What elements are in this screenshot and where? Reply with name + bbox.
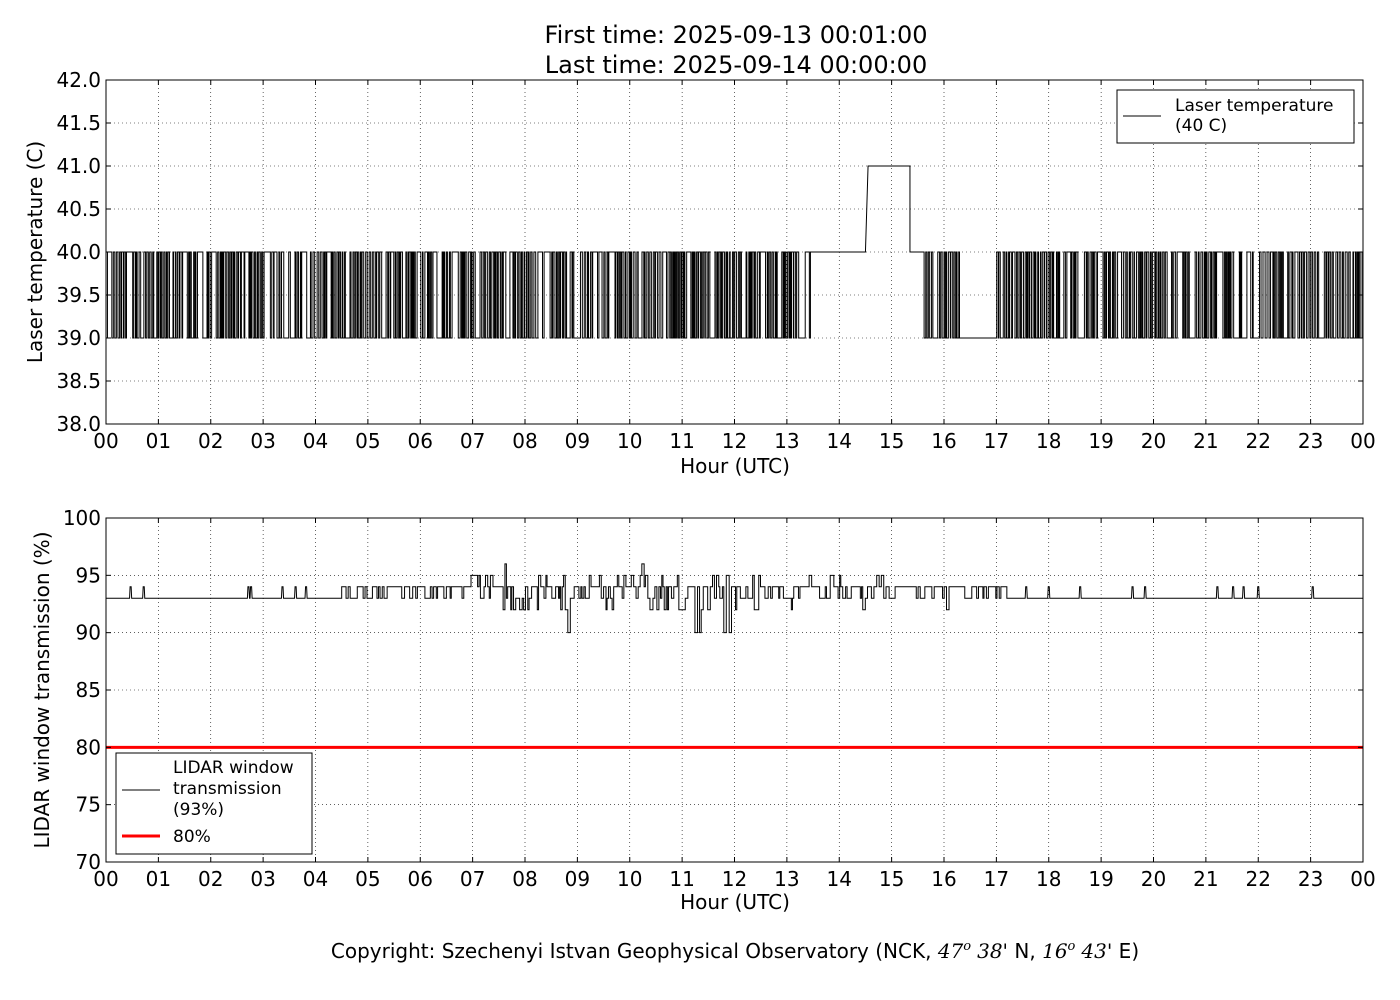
y-tick-label: 70 [76, 850, 101, 874]
lidar-transmission-panel: 00 01 02 03 04 05 06 07 08 09 10 11 12 13 14 15 16 17 18 19… [30, 506, 1376, 914]
x-tick-label: 15 [879, 867, 904, 891]
y-tick-label: 39.0 [56, 326, 101, 350]
legend-label-line2: transmission [173, 779, 282, 799]
x-tick-label: 09 [565, 429, 590, 453]
y-tick-label: 80 [76, 735, 101, 759]
y-tick-label: 40.5 [56, 197, 101, 221]
x-tick-label: 20 [1141, 867, 1166, 891]
tick-marks [105, 79, 1364, 425]
y-tick-labels: 70 75 80 85 90 95 100 [63, 506, 101, 874]
y-tick-label: 42.0 [56, 68, 101, 92]
x-tick-label: 02 [198, 429, 223, 453]
x-tick-label: 12 [722, 867, 747, 891]
x-tick-label: 07 [460, 867, 485, 891]
laser-temperature-series [106, 165, 1364, 339]
x-tick-label: 08 [512, 867, 537, 891]
y-tick-label: 38.5 [56, 369, 101, 393]
x-tick-label: 13 [774, 867, 799, 891]
x-tick-label: 01 [146, 867, 171, 891]
x-tick-label: 16 [931, 429, 956, 453]
x-tick-label: 11 [669, 429, 694, 453]
legend-label-line3: (93%) [173, 800, 224, 820]
x-tick-label: 18 [1036, 867, 1061, 891]
x-tick-label: 07 [460, 429, 485, 453]
transmission-line [106, 563, 1363, 634]
x-tick-label: 22 [1246, 429, 1271, 453]
x-tick-label: 11 [669, 867, 694, 891]
x-tick-label: 00 [1350, 867, 1375, 891]
x-tick-label: 03 [250, 867, 275, 891]
x-tick-label: 05 [355, 867, 380, 891]
x-tick-label: 17 [984, 429, 1009, 453]
legend: Laser temperature (40 C) [1116, 89, 1355, 144]
legend: LIDAR window transmission (93%) 80% [115, 752, 313, 855]
y-tick-label: 85 [76, 678, 101, 702]
legend-label-line1: LIDAR window [173, 758, 294, 778]
x-tick-label: 06 [408, 867, 433, 891]
header-line1: First time: 2025-09-13 00:01:00 [545, 21, 928, 49]
x-tick-label: 03 [250, 429, 275, 453]
x-tick-label: 23 [1298, 429, 1323, 453]
x-tick-label: 00 [1350, 429, 1375, 453]
y-tick-label: 41.5 [56, 111, 101, 135]
x-tick-label: 13 [774, 429, 799, 453]
x-tick-label: 10 [617, 867, 642, 891]
y-axis-label: Laser temperature (C) [23, 141, 47, 363]
x-tick-label: 05 [355, 429, 380, 453]
legend-label-line2: (40 C) [1175, 116, 1227, 136]
x-tick-label: 14 [827, 867, 852, 891]
x-tick-label: 09 [565, 867, 590, 891]
tick-marks [105, 517, 1364, 863]
x-tick-label: 01 [146, 429, 171, 453]
y-tick-label: 100 [63, 506, 101, 530]
y-axis-label: LIDAR window transmission (%) [30, 532, 54, 849]
x-tick-label: 18 [1036, 429, 1061, 453]
y-tick-labels: 38.0 38.5 39.0 39.5 40.0 40.5 41.0 41.5 42.0 [56, 68, 101, 436]
y-tick-label: 38.0 [56, 412, 101, 436]
x-tick-label: 00 [93, 429, 118, 453]
x-tick-label: 20 [1141, 429, 1166, 453]
laser-temperature-panel: 00 01 02 03 04 05 06 07 08 09 10 11 12 13 14 15 16 17 18 19… [23, 68, 1376, 478]
x-tick-label: 21 [1193, 867, 1218, 891]
y-tick-label: 75 [76, 793, 101, 817]
x-tick-label: 14 [827, 429, 852, 453]
x-tick-label: 00 [93, 867, 118, 891]
x-tick-label: 16 [931, 867, 956, 891]
x-axis-label: Hour (UTC) [680, 890, 790, 914]
x-tick-label: 19 [1088, 429, 1113, 453]
y-tick-label: 39.5 [56, 283, 101, 307]
y-tick-label: 95 [76, 563, 101, 587]
x-tick-label: 12 [722, 429, 747, 453]
x-tick-label: 10 [617, 429, 642, 453]
x-axis-label: Hour (UTC) [680, 454, 790, 478]
lidar-transmission-series [106, 563, 1363, 749]
x-tick-label: 04 [303, 867, 328, 891]
y-tick-label: 41.0 [56, 154, 101, 178]
x-tick-label: 21 [1193, 429, 1218, 453]
x-tick-label: 23 [1298, 867, 1323, 891]
x-tick-label: 19 [1088, 867, 1113, 891]
x-tick-label: 17 [984, 867, 1009, 891]
x-tick-labels: 00 01 02 03 04 05 06 07 08 09 10 11 12 13 14 15 16 17 18 19… [93, 429, 1375, 453]
x-tick-label: 22 [1246, 867, 1271, 891]
x-tick-label: 06 [408, 429, 433, 453]
y-tick-label: 40.0 [56, 240, 101, 264]
x-tick-label: 15 [879, 429, 904, 453]
copyright-footer: Copyright: Szechenyi Istvan Geophysical … [331, 939, 1139, 963]
header-line2: Last time: 2025-09-14 00:00:00 [545, 51, 927, 79]
x-tick-label: 08 [512, 429, 537, 453]
x-tick-label: 02 [198, 867, 223, 891]
laser-temperature-line [106, 165, 1364, 339]
legend-label-threshold: 80% [173, 827, 211, 847]
y-tick-label: 90 [76, 621, 101, 645]
x-tick-labels: 00 01 02 03 04 05 06 07 08 09 10 11 12 13 14 15 16 17 18 19… [93, 867, 1375, 891]
x-tick-label: 04 [303, 429, 328, 453]
legend-label-line1: Laser temperature [1175, 96, 1333, 116]
